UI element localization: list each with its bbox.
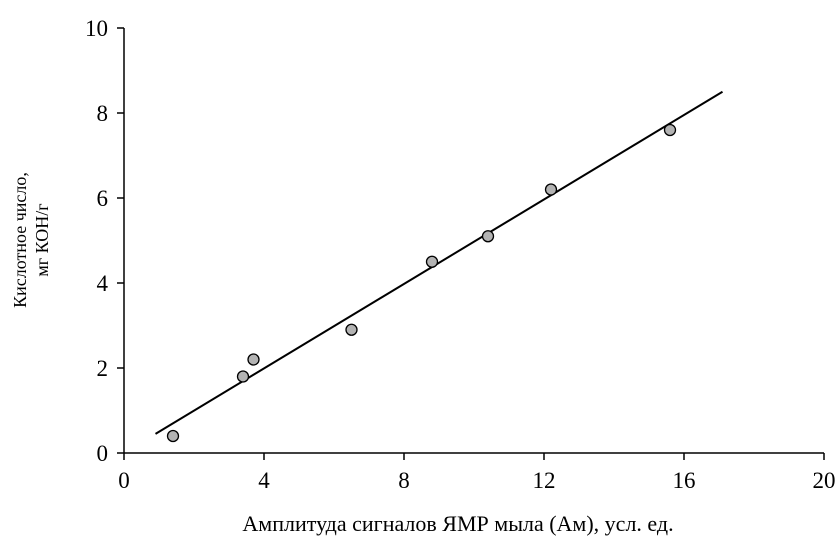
y-axis-title: Кислотное число, мг КОН/г [10,172,52,308]
data-point [544,183,558,196]
trendline-group [154,90,724,435]
axes [123,28,824,454]
x-tick-label: 0 [118,468,130,493]
data-point [345,323,358,336]
x-tick-label: 20 [813,468,836,493]
data-point [236,370,250,383]
x-axis-title: Амплитуда сигналов ЯМР мыла (Ам), усл. е… [242,511,673,536]
x-tick-label: 4 [258,468,270,493]
x-tick-label: 12 [533,468,556,493]
data-point [663,123,677,137]
data-points [166,123,677,443]
x-tick-label: 8 [398,468,410,493]
x-ticks: 0 4 8 12 16 20 [118,453,836,493]
y-ticks: 0 2 4 6 8 10 [85,16,124,466]
y-tick-label: 0 [97,441,109,466]
data-point [166,429,180,443]
data-point [425,255,439,268]
y-tick-label: 4 [97,271,109,296]
y-tick-label: 2 [97,356,109,381]
y-axis-title-line-2: мг КОН/г [32,203,52,276]
x-tick-label: 16 [673,468,696,493]
y-tick-label: 8 [97,101,109,126]
trendline [154,90,724,435]
data-point [481,230,495,243]
data-point [247,353,260,366]
y-tick-label: 10 [85,16,108,41]
y-tick-label: 6 [97,186,109,211]
y-axis-title-line-1: Кислотное число, [10,172,30,308]
